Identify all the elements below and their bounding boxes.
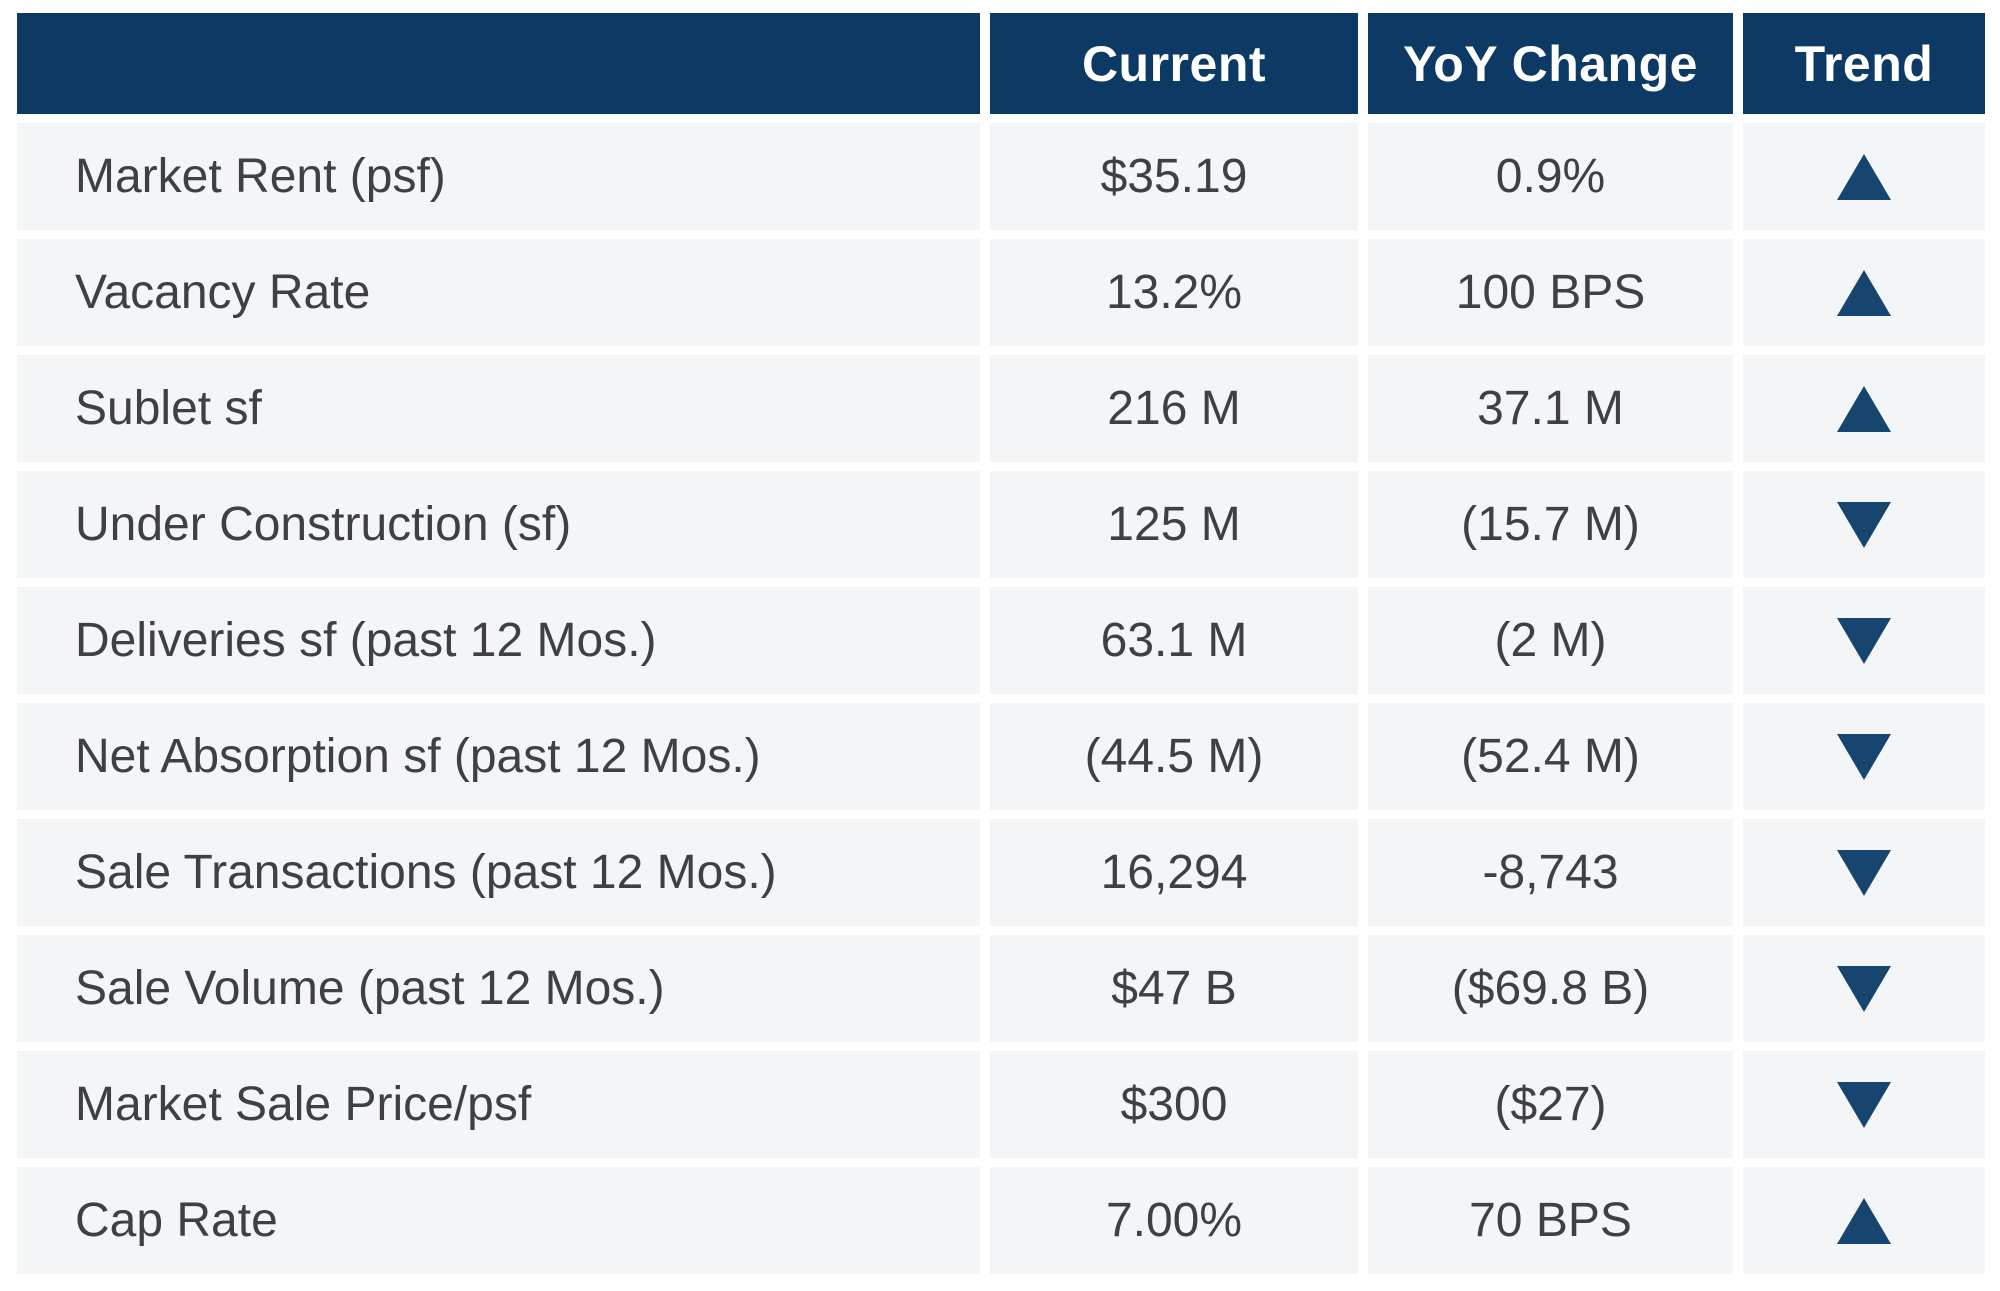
trend-down-icon	[1837, 501, 1891, 548]
yoy-change-value-cell: ($69.8 B)	[1368, 935, 1733, 1042]
trend-cell	[1743, 123, 1985, 230]
header-cell-yoy-change: YoY Change	[1368, 13, 1733, 114]
trend-cell	[1743, 587, 1985, 694]
yoy-change-value-cell: ($27)	[1368, 1051, 1733, 1158]
trend-down-icon	[1837, 733, 1891, 780]
header-cell-current: Current	[990, 13, 1358, 114]
yoy-change-value-cell: (2 M)	[1368, 587, 1733, 694]
metric-label-cell: Under Construction (sf)	[17, 471, 980, 578]
yoy-change-value-cell: 100 BPS	[1368, 239, 1733, 346]
trend-cell	[1743, 703, 1985, 810]
trend-up-icon	[1837, 269, 1891, 316]
trend-up-icon	[1837, 385, 1891, 432]
yoy-change-value-cell: 0.9%	[1368, 123, 1733, 230]
trend-down-icon	[1837, 617, 1891, 664]
trend-cell	[1743, 935, 1985, 1042]
metric-label-cell: Sale Volume (past 12 Mos.)	[17, 935, 980, 1042]
current-value-cell: 13.2%	[990, 239, 1358, 346]
yoy-change-value-cell: (52.4 M)	[1368, 703, 1733, 810]
trend-down-icon	[1837, 849, 1891, 896]
current-value-cell: 7.00%	[990, 1167, 1358, 1274]
current-value-cell: 63.1 M	[990, 587, 1358, 694]
market-stats-table: Current YoY Change Trend Market Rent (ps…	[17, 13, 1985, 1274]
header-cell-trend: Trend	[1743, 13, 1985, 114]
yoy-change-value-cell: 70 BPS	[1368, 1167, 1733, 1274]
metric-label-cell: Market Rent (psf)	[17, 123, 980, 230]
trend-down-icon	[1837, 1081, 1891, 1128]
metric-label-cell: Cap Rate	[17, 1167, 980, 1274]
yoy-change-value-cell: (15.7 M)	[1368, 471, 1733, 578]
header-cell-blank	[17, 13, 980, 114]
trend-cell	[1743, 355, 1985, 462]
trend-cell	[1743, 471, 1985, 578]
trend-cell	[1743, 1167, 1985, 1274]
metric-label-cell: Sale Transactions (past 12 Mos.)	[17, 819, 980, 926]
metric-label-cell: Net Absorption sf (past 12 Mos.)	[17, 703, 980, 810]
current-value-cell: 16,294	[990, 819, 1358, 926]
metric-label-cell: Vacancy Rate	[17, 239, 980, 346]
yoy-change-value-cell: 37.1 M	[1368, 355, 1733, 462]
yoy-change-value-cell: -8,743	[1368, 819, 1733, 926]
trend-down-icon	[1837, 965, 1891, 1012]
current-value-cell: $47 B	[990, 935, 1358, 1042]
current-value-cell: 216 M	[990, 355, 1358, 462]
trend-up-icon	[1837, 153, 1891, 200]
trend-cell	[1743, 239, 1985, 346]
metric-label-cell: Market Sale Price/psf	[17, 1051, 980, 1158]
trend-up-icon	[1837, 1197, 1891, 1244]
trend-cell	[1743, 819, 1985, 926]
current-value-cell: $35.19	[990, 123, 1358, 230]
metric-label-cell: Deliveries sf (past 12 Mos.)	[17, 587, 980, 694]
current-value-cell: (44.5 M)	[990, 703, 1358, 810]
trend-cell	[1743, 1051, 1985, 1158]
current-value-cell: 125 M	[990, 471, 1358, 578]
current-value-cell: $300	[990, 1051, 1358, 1158]
metric-label-cell: Sublet sf	[17, 355, 980, 462]
